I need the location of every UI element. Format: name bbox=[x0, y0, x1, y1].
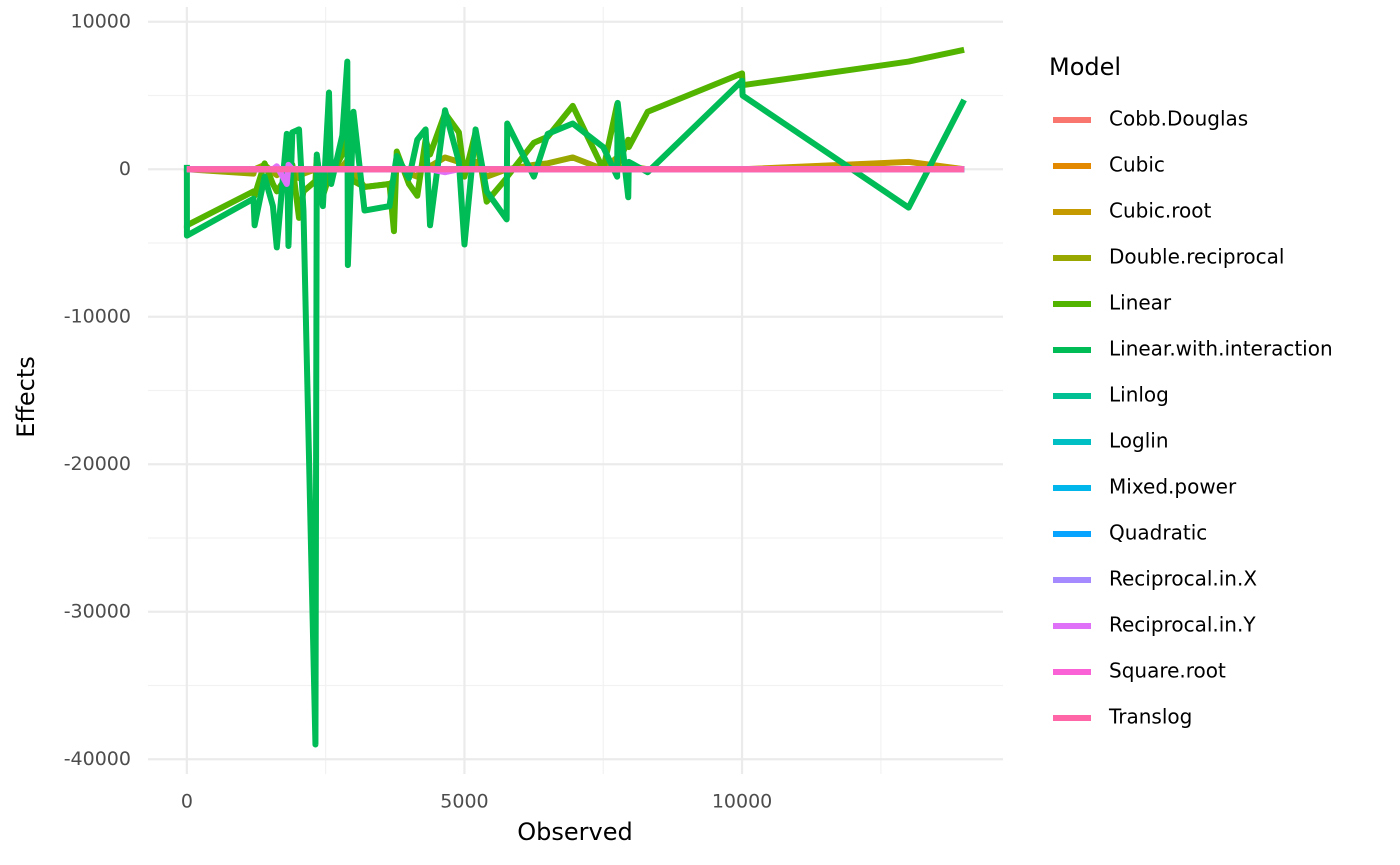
y-axis-title: Effects bbox=[12, 356, 40, 438]
legend-label: Reciprocal.in.Y bbox=[1109, 613, 1256, 637]
legend-label: Loglin bbox=[1109, 429, 1169, 453]
legend-label: Quadratic bbox=[1109, 521, 1207, 545]
x-tick-label: 10000 bbox=[712, 791, 772, 813]
y-tick-label: -30000 bbox=[64, 600, 131, 622]
legend-label: Cobb.Douglas bbox=[1109, 107, 1248, 131]
y-tick-label: -10000 bbox=[64, 305, 131, 327]
x-axis-title: Observed bbox=[517, 818, 632, 846]
x-tick-label: 5000 bbox=[440, 791, 488, 813]
legend-label: Cubic.root bbox=[1109, 199, 1212, 223]
legend-label: Linear.with.interaction bbox=[1109, 337, 1333, 361]
y-tick-label: -20000 bbox=[64, 453, 131, 475]
legend-label: Linlog bbox=[1109, 383, 1169, 407]
series-line bbox=[183, 58, 967, 748]
legend-label: Square.root bbox=[1109, 659, 1226, 683]
legend-label: Mixed.power bbox=[1109, 475, 1237, 499]
x-tick-label: 0 bbox=[181, 791, 193, 813]
legend-title: Model bbox=[1049, 53, 1121, 81]
legend-label: Translog bbox=[1108, 705, 1192, 729]
legend-label: Reciprocal.in.X bbox=[1109, 567, 1257, 591]
legend-label: Cubic bbox=[1109, 153, 1165, 177]
y-tick-label: 10000 bbox=[71, 10, 131, 32]
legend-label: Double.reciprocal bbox=[1109, 245, 1284, 269]
y-tick-label: 0 bbox=[119, 158, 131, 180]
y-tick-label: -40000 bbox=[64, 748, 131, 770]
legend-label: Linear bbox=[1109, 291, 1172, 315]
